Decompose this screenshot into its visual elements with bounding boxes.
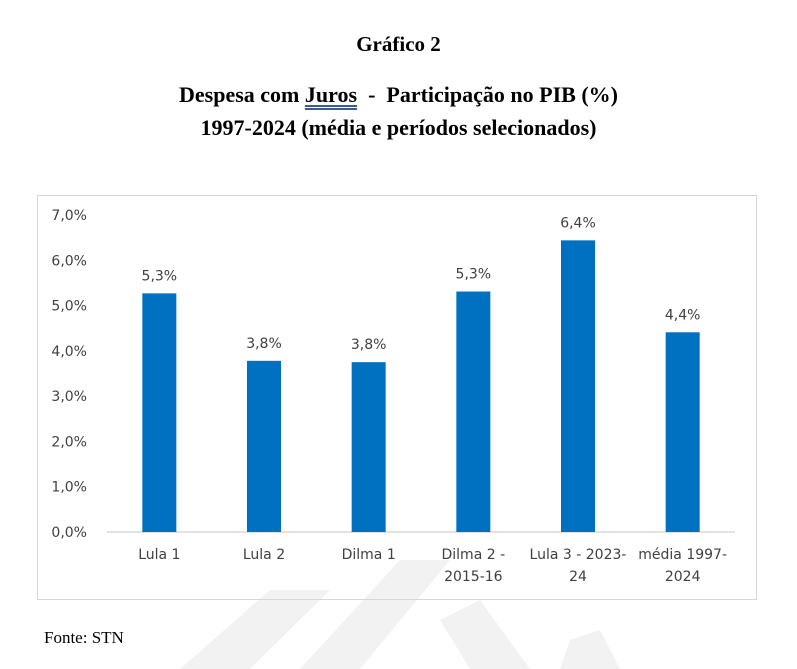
- y-tick-label: 2,0%: [51, 434, 87, 450]
- x-tick-label: 2024: [665, 569, 701, 585]
- bar: [561, 240, 595, 533]
- chart-title-pre: Despesa com: [179, 82, 305, 107]
- bar: [142, 293, 177, 532]
- chart-frame: [37, 195, 757, 600]
- source-note: Fonte: STN: [44, 628, 124, 647]
- x-tick-label: 2015-16: [444, 569, 503, 585]
- x-tick-label: 24: [569, 569, 587, 585]
- x-tick-label: Lula 1: [138, 547, 180, 563]
- chart-subtitle: 1997-2024 (média e períodos selecionados…: [200, 115, 597, 140]
- data-label: 5,3%: [142, 268, 178, 284]
- x-tick-label: Dilma 1: [342, 547, 396, 563]
- y-tick-label: 0,0%: [51, 525, 87, 541]
- x-tick-label: Lula 3 - 2023-: [530, 547, 627, 563]
- data-label: 6,4%: [560, 215, 596, 231]
- chart-title-keyword: Juros: [304, 82, 358, 107]
- x-tick-label: Lula 2: [243, 547, 285, 563]
- y-tick-label: 1,0%: [51, 480, 87, 496]
- x-tick-label: Dilma 2 -: [442, 547, 506, 563]
- data-label: 3,8%: [246, 336, 282, 352]
- data-label: 4,4%: [665, 307, 701, 323]
- y-tick-label: 4,0%: [51, 344, 87, 360]
- data-label: 5,3%: [456, 267, 492, 283]
- y-tick-label: 5,0%: [51, 299, 87, 315]
- y-tick-label: 6,0%: [51, 253, 87, 269]
- figure-number: Gráfico 2: [356, 32, 441, 56]
- data-label: 3,8%: [351, 337, 387, 353]
- bar: [247, 360, 281, 532]
- bar: [665, 332, 700, 532]
- bar: [351, 362, 386, 532]
- chart-title-post: - Participação no PIB (%): [357, 82, 618, 107]
- x-tick-label: média 1997-: [638, 547, 727, 563]
- y-tick-label: 3,0%: [51, 389, 87, 405]
- bar-chart: 0,0% 1,0% 2,0% 3,0% 4,0% 5,0% 6,0% 7,0% 5,3% Lula…: [51, 208, 735, 585]
- y-tick-label: 7,0%: [51, 208, 87, 224]
- chart-title: Despesa com Juros - Participação no PIB …: [0, 82, 797, 108]
- bar: [456, 291, 491, 532]
